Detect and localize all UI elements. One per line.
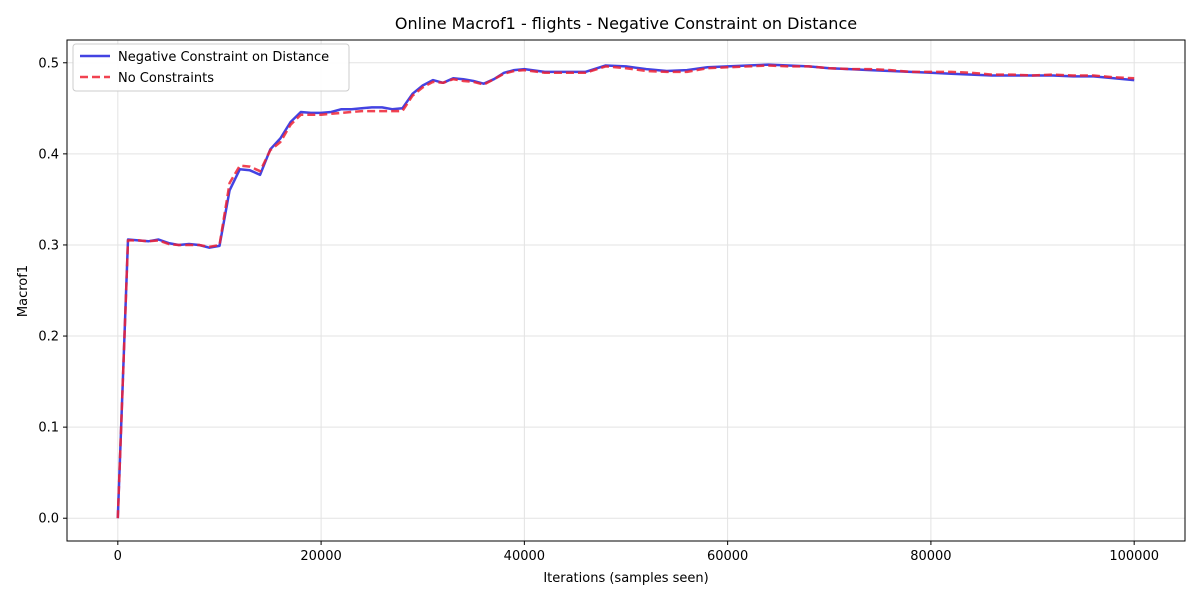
- chart-title: Online Macrof1 - flights - Negative Cons…: [395, 14, 857, 33]
- legend: Negative Constraint on Distance No Constr…: [72, 43, 350, 92]
- legend-label: No Constraints: [118, 71, 214, 86]
- x-tick-label: 20000: [300, 549, 341, 564]
- x-axis-label: Iterations (samples seen): [543, 571, 708, 586]
- x-tick-label: 100000: [1109, 549, 1159, 564]
- series-line-negative-constraint-on-distance: [116, 63, 1135, 519]
- x-tick-label: 0: [114, 549, 122, 564]
- x-tick-label: 80000: [910, 549, 951, 564]
- plot-frame: [66, 39, 1186, 542]
- y-tick-label: 0.0: [38, 512, 59, 527]
- series-line-no-constraints: [116, 64, 1135, 519]
- y-tick-label: 0.2: [38, 330, 59, 345]
- series-layer: [116, 63, 1135, 519]
- y-tick-label: 0.5: [38, 56, 59, 71]
- y-tick-label: 0.3: [38, 238, 59, 253]
- y-axis-label: Macrof1: [16, 265, 31, 317]
- x-tick-label: 60000: [707, 549, 748, 564]
- y-tick-label: 0.4: [38, 147, 59, 162]
- x-tick-label: 40000: [504, 549, 545, 564]
- legend-box: [72, 43, 350, 92]
- y-tick-label: 0.1: [38, 421, 59, 436]
- grid: [67, 40, 1185, 541]
- axis-ticks: 0 20000 40000 60000 80000 100000 0.0 0.1 0.2 0.3 0…: [38, 56, 1159, 564]
- legend-label: Negative Constraint on Distance: [118, 50, 329, 65]
